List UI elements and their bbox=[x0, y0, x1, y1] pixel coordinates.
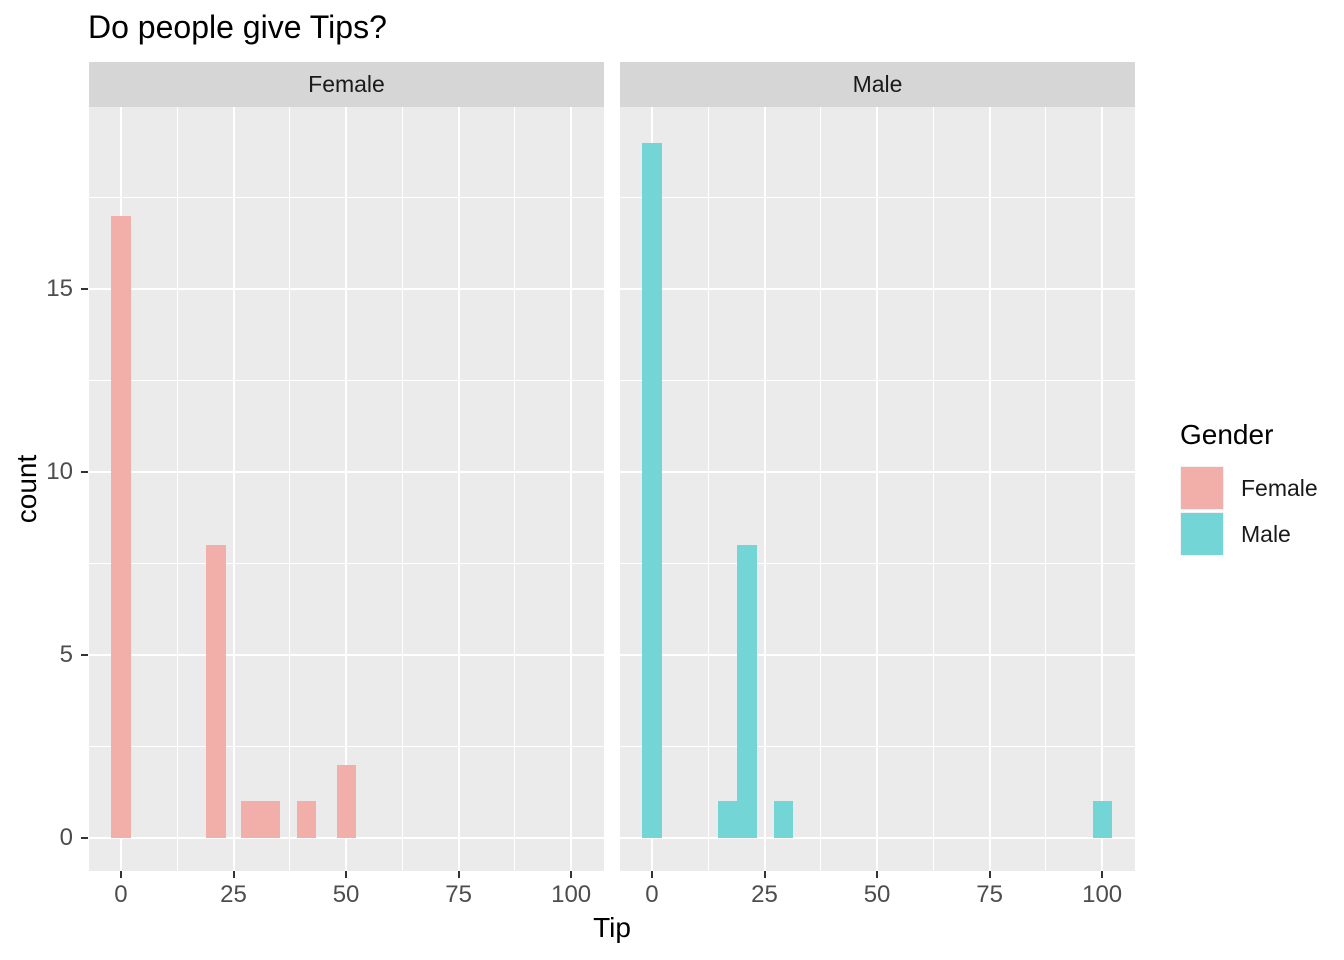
facet-panel-female bbox=[89, 107, 604, 871]
x-tick-mark bbox=[119, 871, 122, 878]
y-tick-mark bbox=[81, 837, 88, 840]
gridline-x-major bbox=[763, 107, 766, 871]
x-axis-title: Tip bbox=[593, 912, 631, 943]
y-tick-label: 5 bbox=[59, 641, 73, 668]
facet-strip-label-female: Female bbox=[308, 71, 385, 97]
histogram-bar bbox=[1092, 801, 1113, 839]
histogram-bar bbox=[241, 801, 261, 839]
facet-strip-label-male: Male bbox=[852, 71, 903, 97]
gridline-x-minor bbox=[932, 107, 934, 871]
gridline-x-minor bbox=[289, 107, 291, 871]
x-tick-label: 25 bbox=[220, 881, 247, 908]
legend: Gender Female Male bbox=[1180, 418, 1318, 558]
x-tick-label: 0 bbox=[645, 881, 659, 908]
x-tick-label: 75 bbox=[445, 881, 472, 908]
x-tick-mark bbox=[570, 871, 573, 878]
facet-strip-male: Male bbox=[620, 62, 1135, 107]
histogram-bar bbox=[260, 801, 281, 839]
y-tick-mark bbox=[81, 287, 88, 290]
gridline-x-minor bbox=[1045, 107, 1047, 871]
x-tick-mark bbox=[232, 871, 235, 878]
legend-item-male: Male bbox=[1180, 512, 1318, 556]
y-tick-mark bbox=[81, 470, 88, 473]
x-tick-label: 25 bbox=[751, 881, 778, 908]
legend-label-male: Male bbox=[1241, 520, 1291, 547]
x-tick-label: 0 bbox=[114, 881, 128, 908]
facet-panel-male bbox=[620, 107, 1135, 871]
chart-title: Do people give Tips? bbox=[88, 9, 387, 45]
x-tick-label: 50 bbox=[863, 881, 891, 908]
gridline-x-major bbox=[345, 107, 348, 871]
legend-title: Gender bbox=[1180, 419, 1274, 450]
gridline-x-major bbox=[457, 107, 460, 871]
histogram-bar bbox=[111, 215, 131, 839]
histogram-bar bbox=[718, 801, 738, 839]
gridline-x-major bbox=[988, 107, 991, 871]
gridline-x-minor bbox=[514, 107, 516, 871]
x-tick-mark bbox=[457, 871, 460, 878]
y-tick-mark bbox=[81, 654, 88, 656]
facet-strip-female: Female bbox=[89, 62, 604, 107]
legend-label-female: Female bbox=[1241, 474, 1318, 501]
gridline-x-minor bbox=[401, 107, 403, 871]
gridline-x-major bbox=[1101, 107, 1104, 871]
x-tick-label: 75 bbox=[976, 881, 1003, 908]
gridline-x-minor bbox=[820, 107, 822, 871]
legend-item-female: Female bbox=[1180, 466, 1318, 510]
x-tick-label: 50 bbox=[332, 881, 360, 908]
y-tick-label: 10 bbox=[46, 457, 73, 485]
histogram-bar bbox=[642, 142, 662, 839]
x-tick-mark bbox=[988, 871, 991, 878]
x-tick-label: 100 bbox=[551, 881, 592, 908]
legend-swatch-male bbox=[1180, 512, 1224, 556]
legend-swatch-female bbox=[1180, 466, 1224, 510]
gridline-x-minor bbox=[176, 107, 178, 871]
gridline-x-major bbox=[876, 107, 879, 871]
y-tick-label: 0 bbox=[59, 824, 73, 852]
y-tick-label: 15 bbox=[46, 274, 73, 302]
histogram-bar bbox=[737, 545, 757, 839]
gridline-x-minor bbox=[707, 107, 709, 871]
histogram-bar bbox=[336, 764, 356, 839]
gridline-x-major bbox=[232, 107, 235, 871]
x-tick-mark bbox=[650, 871, 653, 878]
x-tick-mark bbox=[345, 871, 348, 878]
x-tick-mark bbox=[763, 871, 766, 878]
histogram-bar bbox=[206, 545, 226, 839]
gridline-x-major bbox=[570, 107, 573, 871]
histogram-bar bbox=[296, 801, 316, 839]
x-tick-mark bbox=[1101, 871, 1104, 878]
histogram-bar bbox=[773, 801, 794, 839]
x-tick-label: 100 bbox=[1082, 881, 1123, 908]
x-tick-mark bbox=[876, 871, 879, 878]
